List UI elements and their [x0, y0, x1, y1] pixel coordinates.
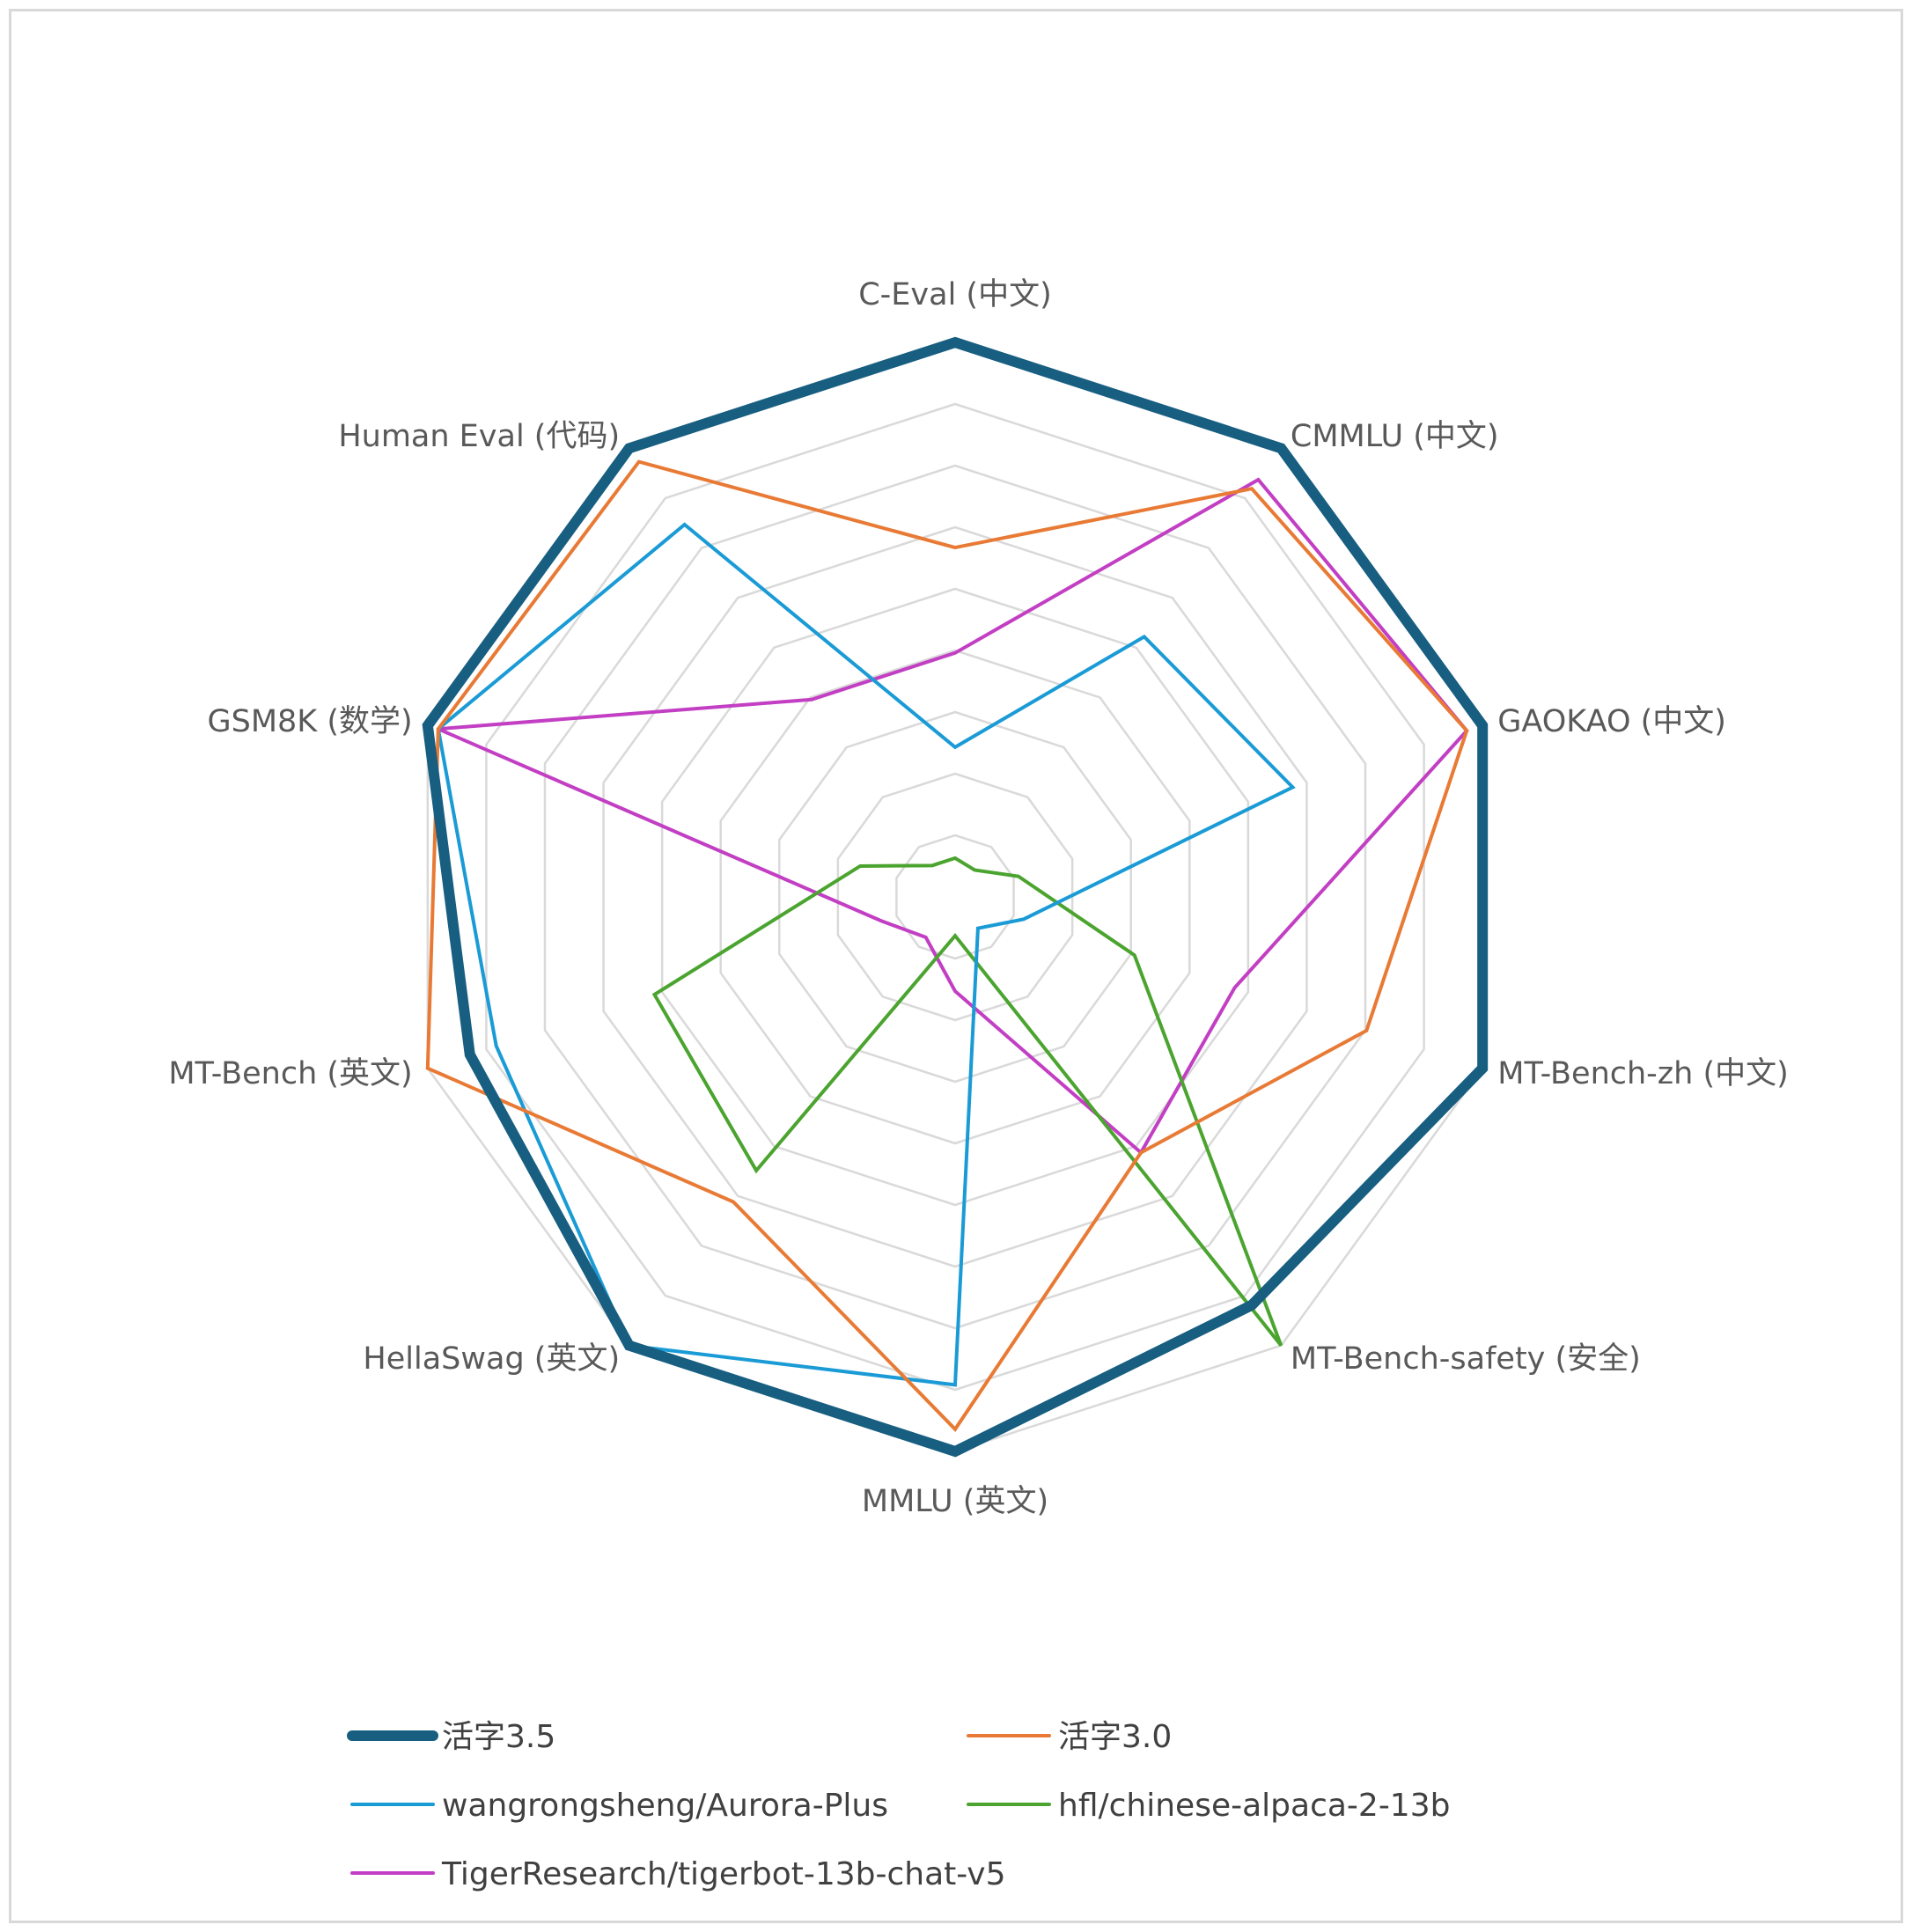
grid-ring-8	[485, 402, 1425, 1392]
legend-label-2: wangrongsheng/Aurora-Plus	[442, 1788, 888, 1824]
chart-frame	[9, 9, 1903, 1923]
axis-label-7: MT-Bench (英文)	[168, 1056, 412, 1091]
grid-ring-7	[543, 464, 1367, 1330]
series-line-4	[438, 477, 1469, 1156]
grid-ring-4	[719, 649, 1191, 1145]
legend-label-4: TigerResearch/tigerbot-13b-chat-v5	[441, 1856, 1006, 1892]
axis-label-9: Human Eval (代码)	[338, 419, 620, 454]
axis-label-3: MT-Bench-zh (中文)	[1497, 1056, 1789, 1091]
axis-labels: C-Eval (中文) CMMLU (中文) GAOKAO (中文) MT-Bench…	[168, 277, 1788, 1519]
grid-ring-5	[660, 587, 1250, 1207]
series-layer	[422, 336, 1489, 1458]
grid-ring-2	[836, 772, 1074, 1022]
axis-label-8: GSM8K (数学)	[208, 704, 413, 739]
legend-label-1: 活字3.0	[1058, 1719, 1172, 1755]
grid-ring-1	[895, 834, 1015, 960]
legend: 活字3.5 活字3.0 wangrongsheng/Aurora-Plus hfl/c…	[347, 1719, 1450, 1892]
axis-label-0: C-Eval (中文)	[858, 277, 1052, 312]
series-line-2	[436, 522, 1296, 1387]
legend-label-0: 活字3.5	[442, 1719, 555, 1755]
axis-label-2: GAOKAO (中文)	[1497, 704, 1726, 739]
grid-ring-3	[778, 710, 1132, 1084]
axis-label-1: CMMLU (中文)	[1291, 419, 1499, 454]
axis-label-6: HellaSwag (英文)	[363, 1341, 620, 1377]
axis-label-4: MT-Bench-safety (安全)	[1291, 1341, 1641, 1377]
axis-label-5: MMLU (英文)	[862, 1484, 1048, 1519]
legend-label-3: hfl/chinese-alpaca-2-13b	[1058, 1788, 1450, 1824]
grid-ring-6	[602, 525, 1308, 1268]
